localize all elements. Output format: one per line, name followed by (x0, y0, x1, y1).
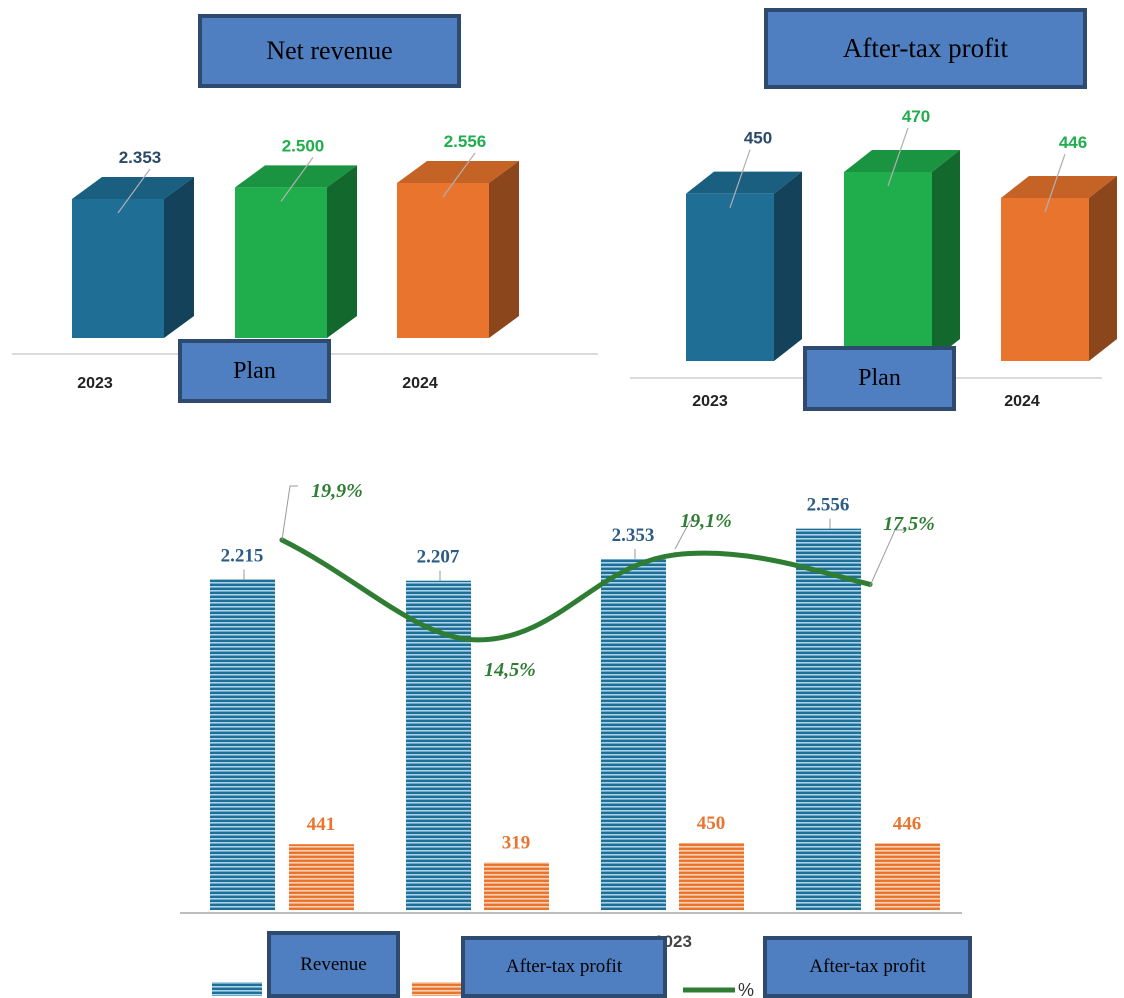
percent-value-label-0: 19,9% (311, 480, 363, 502)
revenue-value-label-0: 2.215 (221, 546, 264, 567)
tl-value-label-1: 2.500 (282, 136, 325, 155)
revenue-value-label-2: 2.353 (612, 525, 655, 546)
percent-point-2 (672, 552, 678, 558)
legend-revenue-box: Revenue (267, 931, 400, 998)
tr-year-2023: 2023 (692, 393, 728, 410)
profit-bar-2 (679, 842, 744, 910)
revenue-bar-3 (796, 528, 861, 910)
tl-value-label-2: 2.556 (444, 132, 487, 151)
legend-revenue-swatch (212, 982, 262, 996)
legend-percent-symbol: % (738, 980, 754, 998)
tr-plan-box: Plan (803, 346, 956, 411)
legend-profit-box: After-tax profit (461, 936, 667, 998)
percent-leader-3 (869, 529, 905, 587)
tr-value-label-1: 470 (902, 107, 930, 126)
profit-bar-0 (289, 844, 354, 910)
revenue-value-label-1: 2.207 (417, 547, 460, 568)
tr-bar-top-2 (1001, 176, 1117, 198)
tl-plan-box: Plan (178, 339, 331, 403)
tr-value-label-0: 450 (744, 129, 772, 148)
tl-year-2023: 2023 (77, 375, 113, 392)
percent-leader-2 (674, 520, 700, 550)
revenue-bar-2 (601, 558, 666, 910)
tl-value-label-0: 2.353 (119, 148, 162, 167)
tr-leader-1 (887, 127, 909, 187)
tr-bar-side-2 (1089, 176, 1117, 361)
profit-value-label-3: 446 (893, 813, 922, 834)
legend-percent-text: After-tax profit (809, 956, 926, 977)
tl-bar-side-2 (489, 161, 519, 338)
profit-bar-3 (875, 843, 940, 910)
legend-profit-swatch (412, 982, 462, 996)
tr-bar-0 (686, 193, 774, 361)
percent-value-label-3: 17,5% (883, 513, 935, 535)
tr-bar-top-1 (844, 150, 960, 172)
tl-plan-text: Plan (233, 357, 276, 384)
percent-value-label-1: 14,5% (484, 659, 536, 681)
tr-bar-side-1 (932, 150, 960, 361)
net-revenue-title-text: Net revenue (266, 36, 393, 65)
percent-point-1 (475, 637, 481, 643)
tl-leader-0 (117, 168, 151, 214)
tl-bar-side-1 (327, 165, 357, 338)
net-revenue-title: Net revenue (198, 14, 461, 88)
revenue-value-label-3: 2.556 (807, 495, 850, 516)
tr-bar-side-0 (774, 171, 802, 361)
profit-value-label-2: 450 (697, 813, 726, 834)
tl-leader-1 (280, 157, 314, 202)
tl-bar-side-0 (164, 177, 194, 338)
profit-bar-1 (484, 862, 549, 910)
legend-percent-box: After-tax profit (763, 936, 972, 998)
tr-bar-1 (844, 172, 932, 361)
tr-value-label-2: 446 (1059, 133, 1087, 152)
tl-bar-top-0 (72, 177, 194, 199)
tl-year-2024: 2024 (402, 375, 438, 392)
after-tax-profit-title: After-tax profit (764, 8, 1087, 89)
profit-value-label-0: 441 (307, 814, 336, 835)
tl-bar-0 (72, 199, 164, 338)
tl-leader-2 (442, 152, 476, 198)
legend-revenue-text: Revenue (300, 953, 367, 975)
profit-value-label-1: 319 (502, 832, 531, 853)
tr-leader-0 (729, 149, 751, 208)
percent-leader-0 (281, 485, 298, 541)
revenue-bar-0 (210, 579, 275, 910)
tl-bar-1 (235, 187, 327, 338)
percent-line (279, 537, 873, 643)
tl-bar-top-2 (397, 161, 519, 183)
after-tax-profit-title-text: After-tax profit (842, 33, 1009, 63)
tr-bar-2 (1001, 198, 1089, 361)
tr-plan-text: Plan (858, 365, 901, 391)
percent-value-label-2: 19,1% (680, 510, 732, 532)
tl-bar-top-1 (235, 165, 357, 188)
legend-profit-text: After-tax profit (505, 956, 623, 977)
tl-bar-2 (397, 183, 489, 338)
tr-leader-2 (1044, 153, 1066, 213)
tr-bar-top-0 (686, 171, 802, 194)
tr-year-2024: 2024 (1004, 393, 1040, 410)
